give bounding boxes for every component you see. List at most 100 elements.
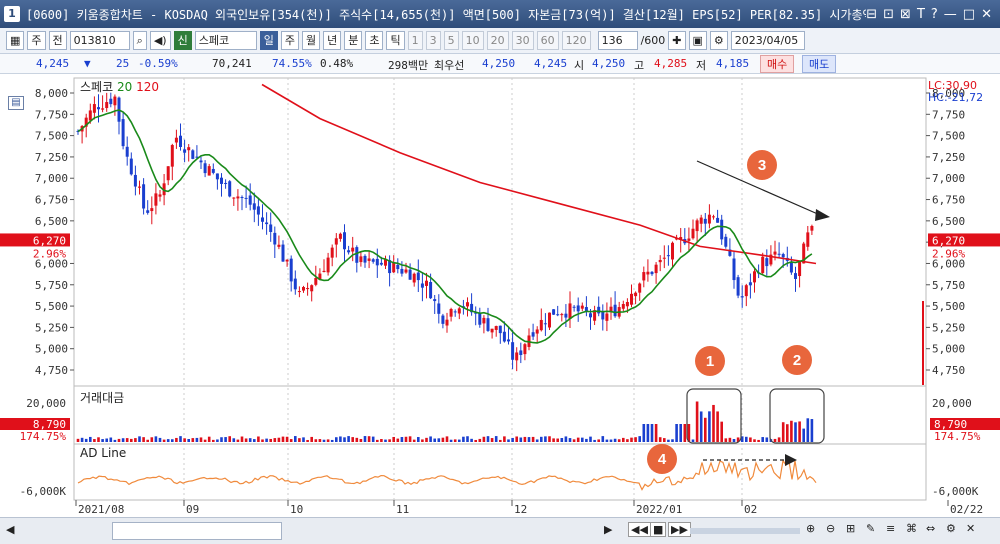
count-input[interactable]: 136	[597, 31, 638, 50]
grid-icon[interactable]: ▦	[6, 31, 25, 50]
search-icon[interactable]: ⌕	[132, 31, 147, 50]
minute-3[interactable]: 3	[425, 31, 441, 50]
candle-body	[273, 232, 277, 245]
volume-bar	[216, 439, 219, 442]
volume-bar	[474, 439, 477, 442]
volume-title: 거래대금	[80, 391, 125, 405]
volume-bar	[80, 437, 84, 442]
scroll-left-icon[interactable]: ◀	[6, 523, 15, 536]
zoom-in-icon[interactable]: ⊕	[806, 522, 816, 535]
close-icon[interactable]: ✕	[981, 6, 992, 22]
candle-body	[384, 259, 387, 266]
close-small-icon[interactable]: ✕	[966, 522, 976, 535]
candle-body	[154, 193, 158, 206]
scroll-right-icon[interactable]: ▶	[604, 523, 613, 536]
chart-area[interactable]: 8,0007,7507,5007,2507,0006,7506,5006,250…	[0, 75, 1000, 517]
volume-bar	[548, 436, 551, 442]
candle-body	[482, 317, 486, 324]
fit-icon[interactable]: ⊞	[846, 522, 856, 535]
candle-body	[572, 306, 576, 308]
volume-bar	[248, 438, 252, 442]
minute-10[interactable]: 10	[461, 31, 484, 50]
help-icon[interactable]: ?	[930, 6, 938, 22]
volume-bar	[257, 436, 260, 442]
minute-30[interactable]: 30	[511, 31, 534, 50]
minute-120[interactable]: 120	[561, 31, 591, 50]
tab-day[interactable]: 일	[259, 31, 278, 50]
candle-body	[215, 173, 219, 180]
market-select[interactable]: 전	[48, 31, 67, 50]
minute-60[interactable]: 60	[536, 31, 559, 50]
tile-icon[interactable]: ⊟	[866, 6, 878, 22]
layout-icon[interactable]: ⊠	[900, 6, 911, 22]
candle-body	[589, 313, 592, 318]
volume-bar	[777, 437, 781, 442]
axis-tick-left: 7,500	[35, 130, 68, 143]
volume-bar	[314, 439, 318, 442]
restore-icon[interactable]: ⊡	[883, 6, 895, 22]
candle-body	[146, 210, 150, 213]
volume-bar	[757, 439, 760, 442]
sell-button[interactable]: 매도	[802, 55, 837, 73]
maximize-icon[interactable]: □	[962, 6, 976, 22]
candle-body	[433, 299, 437, 302]
volume-bar	[728, 437, 732, 442]
volume-bar	[203, 439, 207, 442]
volume-bar	[794, 422, 797, 442]
gear-icon[interactable]: ⚙	[709, 31, 728, 50]
svg-text:1: 1	[706, 353, 714, 370]
candle-body	[367, 258, 371, 261]
minute-20[interactable]: 20	[486, 31, 509, 50]
tab-year[interactable]: 년	[323, 31, 342, 50]
expand-icon[interactable]: ⇔	[926, 522, 936, 535]
minute-5[interactable]: 5	[443, 31, 459, 50]
scroll-bar[interactable]: ◀ ▶ ◀◀ ■ ▶▶ ⊕ ⊖ ⊞ ✎ ≡ ⌘ ⇔ ⚙ ✕	[0, 517, 1000, 544]
tab-tick[interactable]: 틱	[386, 31, 405, 50]
date-input[interactable]: 2023/04/05	[730, 31, 805, 50]
candle-body	[466, 302, 469, 307]
menu-icon[interactable]: ≡	[886, 522, 896, 535]
save-icon[interactable]: ▣	[688, 31, 707, 50]
volume-bar	[609, 439, 613, 442]
volume-bar	[745, 436, 748, 442]
text-icon[interactable]: T	[916, 6, 925, 22]
candle-body	[449, 308, 453, 317]
play-icon[interactable]: ▶▶	[668, 522, 691, 537]
code-input[interactable]: 013810	[69, 31, 130, 50]
volume-bar	[351, 437, 354, 442]
minute-1[interactable]: 1	[407, 31, 423, 50]
volume-bar	[376, 439, 379, 442]
sound-icon[interactable]: ◀)	[149, 31, 171, 50]
tool-icon-2[interactable]: ✎	[866, 522, 876, 535]
minimize-icon[interactable]: —	[943, 6, 957, 22]
zoom-slider[interactable]	[690, 528, 800, 534]
candle-body	[220, 177, 223, 184]
link-icon[interactable]: ⌘	[906, 522, 917, 535]
candle-body	[285, 259, 289, 262]
candle-body	[203, 163, 207, 174]
volume-bar	[121, 438, 125, 442]
candle-body	[646, 271, 650, 275]
tab-week[interactable]: 주	[280, 31, 299, 50]
tab-month[interactable]: 월	[301, 31, 321, 50]
volume-bar	[326, 439, 330, 442]
volume-bar	[437, 438, 441, 442]
candle-body	[470, 303, 474, 313]
buy-button[interactable]: 매수	[760, 55, 795, 73]
zoom-out-icon[interactable]: ⊖	[826, 522, 836, 535]
scroll-thumb[interactable]	[112, 522, 282, 540]
volume-bar	[527, 437, 531, 442]
chart-settings-icon[interactable]: ▤	[8, 96, 24, 110]
volume-bar	[691, 439, 695, 442]
tab-second[interactable]: 초	[365, 31, 384, 50]
tab-minute[interactable]: 분	[344, 31, 363, 50]
volume-bar	[125, 438, 129, 442]
stop-icon[interactable]: ■	[650, 522, 667, 537]
volume-bar	[384, 439, 387, 442]
settings-icon[interactable]: ⚙	[946, 522, 956, 535]
play-back-icon[interactable]: ◀◀	[628, 522, 651, 537]
tool-icon[interactable]: ✚	[668, 31, 686, 50]
candle-body	[330, 247, 334, 258]
kind-select[interactable]: 주	[27, 31, 46, 50]
candle-body	[560, 314, 564, 316]
